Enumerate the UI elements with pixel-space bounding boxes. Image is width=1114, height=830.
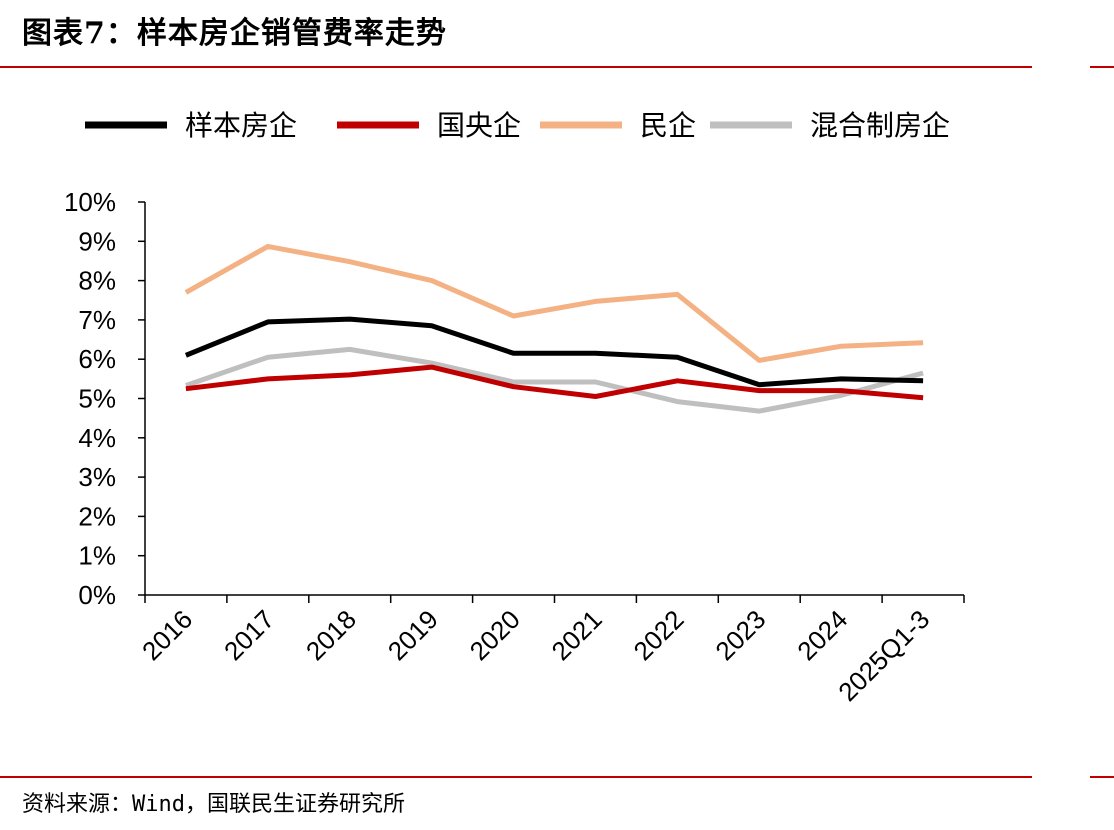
bottom-divider-right (1090, 776, 1114, 778)
top-divider (0, 66, 1032, 68)
x-tick-label: 2016 (136, 604, 198, 666)
x-tick-label: 2022 (627, 604, 689, 666)
bottom-divider (0, 776, 1032, 778)
legend: 样本房企 国央企 民企 混合制房企 (85, 109, 950, 142)
series-line-1 (185, 364, 924, 401)
top-divider-right (1090, 66, 1114, 68)
y-tick-label: 3% (78, 462, 116, 492)
legend-label-3: 混合制房企 (810, 109, 950, 142)
series-line-0 (184, 316, 924, 388)
y-tick-label: 1% (78, 541, 116, 571)
x-tick-label: 2025Q1-3 (832, 604, 935, 707)
x-tick-label: 2023 (709, 604, 771, 666)
x-tick-label: 2020 (464, 604, 526, 666)
series-lines (184, 243, 924, 414)
x-tick-label: 2024 (791, 604, 853, 666)
chart-title: 图表7：样本房企销管费率走势 (22, 16, 447, 51)
y-tick-label: 2% (78, 501, 116, 531)
y-tick-label: 6% (78, 344, 116, 374)
x-tick-label: 2019 (382, 604, 444, 666)
axes: 0% 1% 2% 3% 4% 5% 6% 7% 8% 9% 10% 2016 2017 2018 2019 2… (64, 187, 965, 707)
y-tick-label: 7% (78, 305, 116, 335)
series-line-3 (185, 346, 924, 414)
y-tick-label: 8% (78, 266, 116, 296)
y-tick-label: 10% (64, 187, 116, 217)
series-line-2 (184, 243, 924, 363)
x-tick-label: 2021 (546, 604, 608, 666)
y-tick-label: 5% (78, 384, 116, 414)
y-tick-label: 9% (78, 226, 116, 256)
source-note: 资料来源：Wind，国联民生证券研究所 (22, 792, 405, 817)
y-tick-label: 4% (78, 423, 116, 453)
x-tick-label: 2017 (218, 604, 280, 666)
y-tick-label: 0% (78, 580, 116, 610)
legend-label-2: 民企 (640, 109, 696, 142)
legend-label-1: 国央企 (437, 109, 521, 142)
legend-label-0: 样本房企 (185, 109, 297, 142)
x-tick-label: 2018 (300, 604, 362, 666)
